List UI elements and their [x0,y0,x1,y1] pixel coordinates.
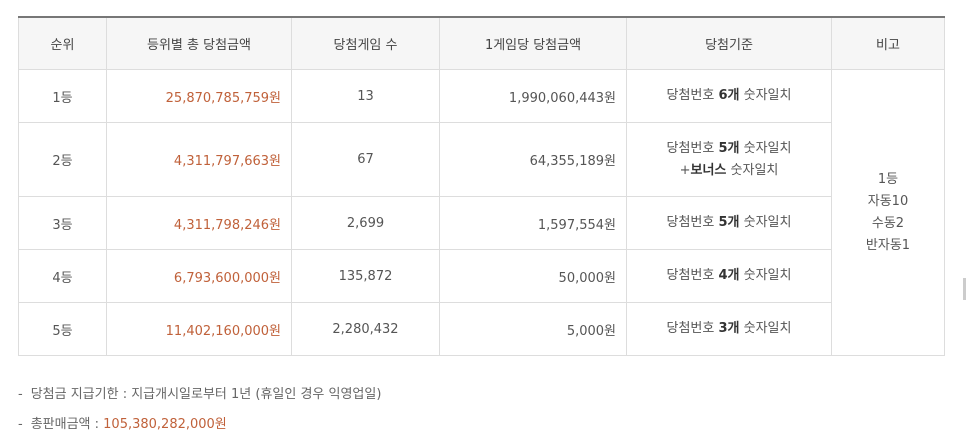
table-row: 2등 4,311,797,663원 67 64,355,189원 당첨번호 5개… [18,122,945,197]
remark-line: 자동10 [867,193,909,209]
criteria-text: 당첨번호 [666,140,719,156]
winning-games-cell: 13 [291,69,440,123]
header-remarks: 비고 [831,16,945,70]
total-sales-note: - 총판매금액 : 105,380,282,000원 [18,410,381,440]
total-amount-cell: 25,870,785,759원 [106,69,292,123]
criteria-text: 숫자일치 [739,321,792,336]
criteria-count: 3개 [718,321,740,336]
payout-deadline-label: 당첨금 지급기한 : [30,387,132,402]
table-row: 1등 25,870,785,759원 13 1,990,060,443원 당첨번… [18,69,945,356]
criteria-text: 당첨번호 [666,215,719,230]
total-amount-cell: 6,793,600,000원 [106,249,292,303]
criteria-text: 숫자일치 [726,162,779,178]
per-game-amount-cell: 1,990,060,443원 [439,69,627,123]
winning-games-cell: 135,872 [291,249,440,303]
header-winning-games: 당첨게임 수 [291,16,440,70]
rank-cell: 3등 [18,196,107,250]
remark-line: 1등 [877,171,899,187]
total-sales-value: 105,380,282,000원 [103,417,227,432]
criteria-cell: 당첨번호 5개 숫자일치 [626,196,832,250]
criteria-text: 숫자일치 [739,88,792,103]
winning-results-table: 순위 등위별 총 당첨금액 당첨게임 수 1게임당 당첨금액 당첨기준 비고 1… [18,16,945,356]
criteria-cell: 당첨번호 6개 숫자일치 [626,69,832,123]
criteria-cell: 당첨번호 3개 숫자일치 [626,302,832,356]
criteria-text: 당첨번호 [666,321,719,336]
remark-line: 수동2 [871,215,905,231]
rank-cell: 2등 [18,122,107,197]
criteria-count: 5개 [718,140,740,156]
winning-games-cell: 2,280,432 [291,302,440,356]
total-amount-cell: 11,402,160,000원 [106,302,292,356]
criteria-count: 5개 [718,215,740,230]
winning-games-cell: 67 [291,122,440,197]
per-game-amount-cell: 1,597,554원 [439,196,627,250]
table-row: 4등 6,793,600,000원 135,872 50,000원 당첨번호 4… [18,249,945,303]
criteria-text: 숫자일치 [739,215,792,230]
winning-games-cell: 2,699 [291,196,440,250]
remarks-cell: 1등 자동10 수동2 반자동1 [831,69,945,356]
payout-deadline-value: 지급개시일로부터 1년 (휴일인 경우 익영업일) [131,387,382,402]
table-header-row: 순위 등위별 총 당첨금액 당첨게임 수 1게임당 당첨금액 당첨기준 비고 [18,16,945,70]
per-game-amount-cell: 5,000원 [439,302,627,356]
criteria-text: 숫자일치 [739,140,792,156]
header-per-game-amount: 1게임당 당첨금액 [439,16,627,70]
rank-cell: 1등 [18,69,107,123]
header-total-amount: 등위별 총 당첨금액 [106,16,292,70]
criteria-cell: 당첨번호 5개 숫자일치 +보너스 숫자일치 [626,122,832,197]
table-row: 3등 4,311,798,246원 2,699 1,597,554원 당첨번호 … [18,196,945,250]
total-amount-cell: 4,311,798,246원 [106,196,292,250]
header-criteria: 당첨기준 [626,16,832,70]
note-bullet: - [18,417,23,432]
table-row: 5등 11,402,160,000원 2,280,432 5,000원 당첨번호… [18,302,945,356]
criteria-text: 당첨번호 [666,88,719,103]
criteria-text: + [679,162,691,178]
criteria-cell: 당첨번호 4개 숫자일치 [626,249,832,303]
total-sales-label: 총판매금액 : [30,417,104,432]
per-game-amount-cell: 50,000원 [439,249,627,303]
scroll-edge-marker [963,278,966,300]
total-amount-cell: 4,311,797,663원 [106,122,292,197]
criteria-text: 숫자일치 [739,268,792,283]
criteria-count: 4개 [718,268,740,283]
criteria-count: 6개 [718,88,740,103]
per-game-amount-cell: 64,355,189원 [439,122,627,197]
rank-cell: 4등 [18,249,107,303]
payout-deadline-note: - 당첨금 지급기한 : 지급개시일로부터 1년 (휴일인 경우 익영업일) [18,380,381,410]
criteria-text: 당첨번호 [666,268,719,283]
rank-cell: 5등 [18,302,107,356]
criteria-line: +보너스 숫자일치 [637,160,821,182]
notes-section: - 당첨금 지급기한 : 지급개시일로부터 1년 (휴일인 경우 익영업일) -총… [18,380,381,440]
note-bullet: - [18,387,23,402]
remark-line: 반자동1 [865,237,911,253]
header-rank: 순위 [18,16,107,70]
criteria-line: 당첨번호 5개 숫자일치 [637,138,821,160]
criteria-bonus: 보너스 [690,162,727,178]
